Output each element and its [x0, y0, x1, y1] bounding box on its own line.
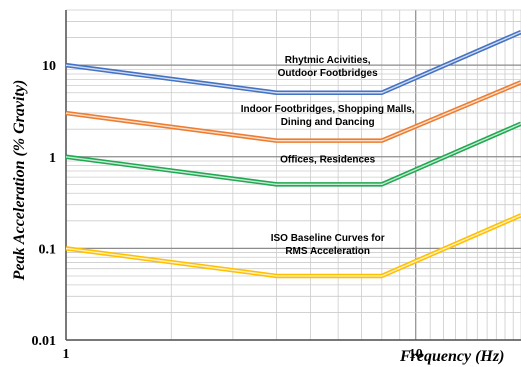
annotation-0: Rhytmic Acivities, Outdoor Footbridges	[278, 55, 378, 79]
tick-labels: 0.01 0.1 1 10 1 10	[32, 59, 423, 362]
series-line-highlight-1	[65, 81, 521, 142]
annotation-line: ISO Baseline Curves for	[271, 233, 385, 244]
x-axis-title: Frequency (Hz)	[399, 348, 504, 365]
series-line-highlight-0	[65, 31, 521, 94]
annotation-line: Outdoor Footbridges	[278, 68, 378, 79]
y-tick-label: 1	[49, 151, 56, 166]
y-tick-label: 10	[42, 59, 56, 74]
annotation-line: Offices, Residences	[280, 154, 375, 165]
annotation-2: Offices, Residences	[280, 154, 375, 165]
annotation-line: Indoor Footbridges, Shopping Malls,	[241, 104, 415, 115]
x-tick-label: 10	[409, 347, 423, 362]
x-tick-label: 1	[63, 347, 70, 362]
y-tick-label: 0.01	[32, 334, 57, 349]
series-line-highlight-3	[65, 214, 521, 277]
y-tick-label: 0.1	[39, 242, 57, 257]
annotation-1: Indoor Footbridges, Shopping Malls, Dinin…	[241, 104, 415, 128]
annotation-3: ISO Baseline Curves for RMS Acceleration	[271, 233, 385, 257]
annotation-line: RMS Acceleration	[285, 246, 370, 257]
series-line-highlight-2	[65, 122, 521, 186]
y-axis-title: Peak Acceleration (% Gravity)	[11, 80, 28, 282]
series-group	[65, 29, 521, 279]
annotations: Rhytmic Acivities, Outdoor Footbridges Ind…	[241, 55, 415, 257]
annotation-line: Dining and Dancing	[281, 117, 375, 128]
annotation-line: Rhytmic Acivities,	[285, 55, 371, 66]
